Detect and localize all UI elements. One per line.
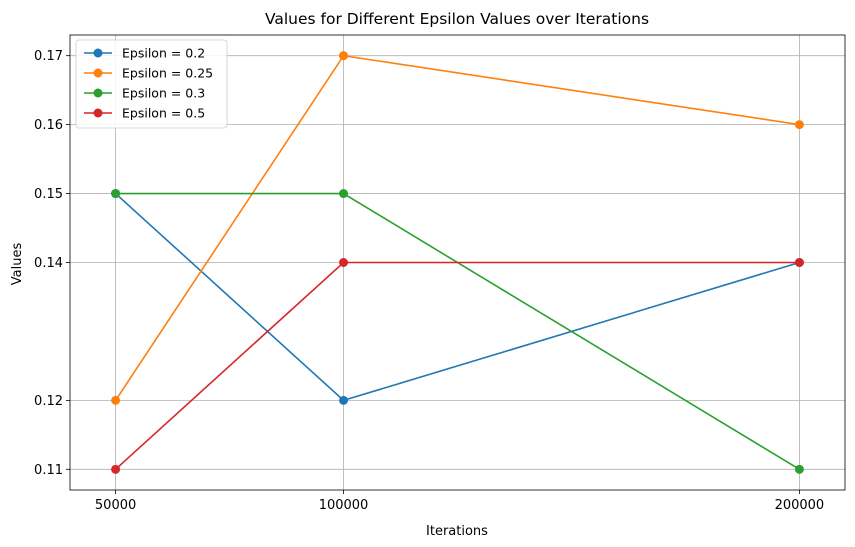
chart-title: Values for Different Epsilon Values over…: [265, 10, 649, 28]
y-tick-label: 0.11: [34, 463, 63, 478]
legend-label-1: Epsilon = 0.25: [122, 66, 213, 81]
legend-marker-3: [93, 108, 103, 118]
legend-marker-2: [93, 88, 103, 98]
y-tick-label: 0.17: [34, 49, 63, 64]
data-point: [339, 189, 349, 199]
legend-marker-0: [93, 48, 103, 58]
x-axis-label: Iterations: [426, 524, 488, 539]
data-point: [794, 120, 804, 130]
legend-label-0: Epsilon = 0.2: [122, 46, 205, 61]
legend: Epsilon = 0.2 Epsilon = 0.25 Epsilon = 0.3…: [75, 39, 228, 129]
series-line-0: [115, 192, 800, 402]
axes: 50000 100000 200000 0.11 0.12 0.14 0.15 0.16 0.1…: [34, 34, 846, 513]
legend-label-2: Epsilon = 0.3: [122, 86, 205, 101]
plot-frame: [69, 34, 846, 491]
data-point: [111, 189, 121, 199]
x-tick-label: 50000: [95, 498, 136, 513]
legend-label-3: Epsilon = 0.5: [122, 106, 205, 121]
data-point: [111, 464, 121, 474]
y-tick-label: 0.16: [34, 118, 63, 133]
data-point: [339, 51, 349, 61]
data-point: [339, 258, 349, 267]
data-point: [794, 464, 804, 474]
series-line-2: [115, 192, 800, 471]
y-tick-label: 0.15: [34, 187, 63, 202]
y-tick-label: 0.14: [34, 256, 63, 271]
series-group: [111, 51, 804, 474]
legend-marker-1: [93, 68, 103, 78]
y-axis-label: Values: [10, 243, 25, 286]
y-tick-label: 0.12: [34, 394, 63, 409]
data-point: [111, 395, 121, 405]
data-point: [339, 395, 349, 405]
legend-box: [75, 39, 228, 129]
data-point: [794, 258, 804, 267]
x-tick-label: 100000: [319, 498, 369, 513]
x-tick-label: 200000: [775, 498, 825, 513]
